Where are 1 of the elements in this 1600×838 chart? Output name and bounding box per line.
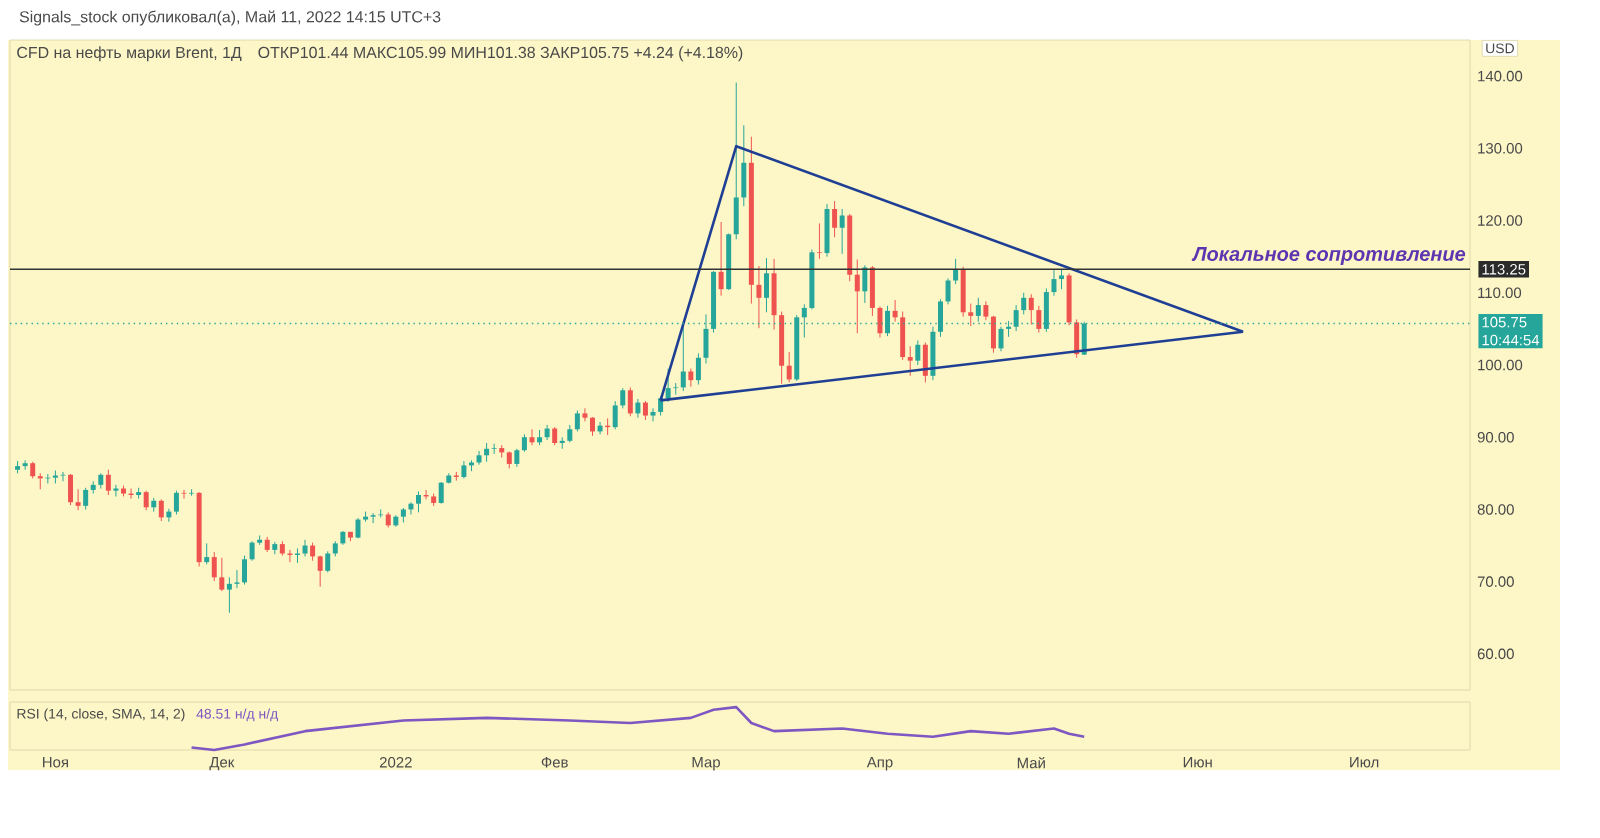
ref-line-label: Локальное сопротивление (1191, 247, 1466, 265)
